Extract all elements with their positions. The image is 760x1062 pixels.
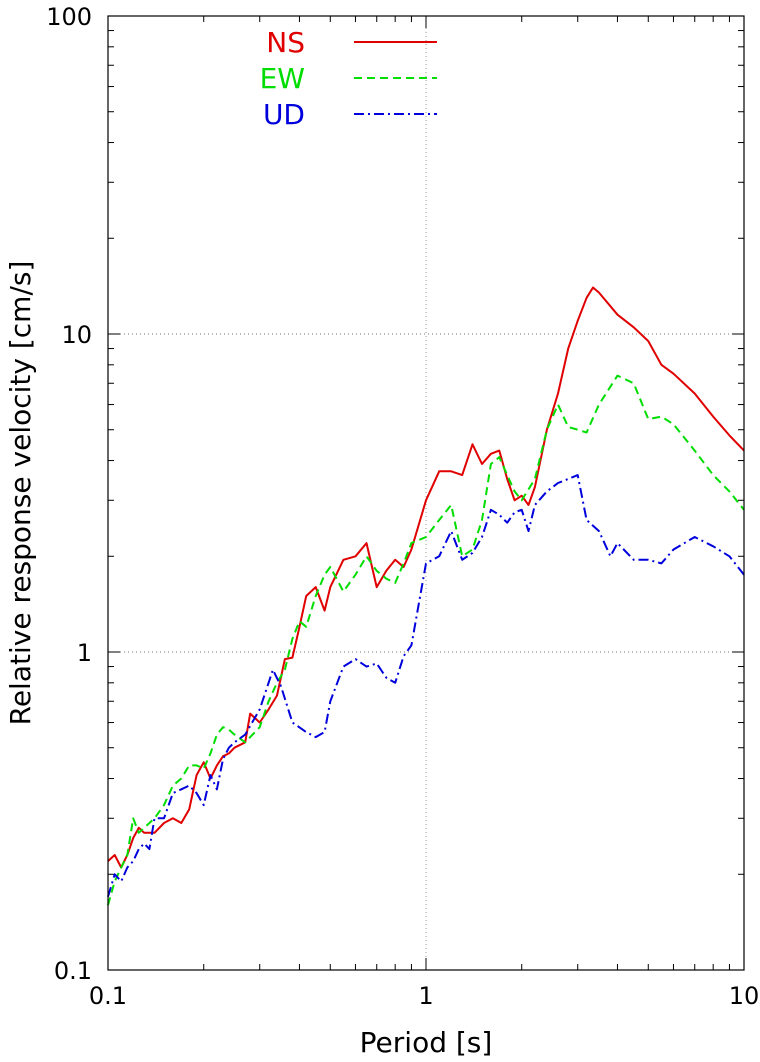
legend-label-ew: EW bbox=[260, 62, 305, 95]
legend-label-ud: UD bbox=[263, 98, 305, 131]
axis-ticks bbox=[107, 15, 745, 971]
data-series bbox=[107, 286, 745, 906]
x-tick-label: 0.1 bbox=[89, 982, 127, 1010]
plot-frame bbox=[107, 15, 745, 971]
x-tick-label: 1 bbox=[418, 982, 433, 1010]
y-tick-label: 1 bbox=[77, 639, 92, 667]
series-line-ew bbox=[107, 374, 745, 906]
y-tick-label: 100 bbox=[46, 3, 92, 31]
legend-label-ns: NS bbox=[266, 26, 305, 59]
tick-labels: 0.1 1 10 0.1 1 10 100 bbox=[46, 3, 759, 1010]
y-axis-label: Relative response velocity [cm/s] bbox=[4, 261, 37, 726]
series-line-ud bbox=[107, 474, 745, 897]
series-line-ns bbox=[107, 286, 745, 869]
y-tick-label: 0.1 bbox=[54, 957, 92, 985]
y-tick-label: 10 bbox=[61, 321, 92, 349]
x-axis-label: Period [s] bbox=[360, 1026, 493, 1059]
grid-lines bbox=[108, 16, 744, 970]
x-tick-label: 10 bbox=[729, 982, 760, 1010]
